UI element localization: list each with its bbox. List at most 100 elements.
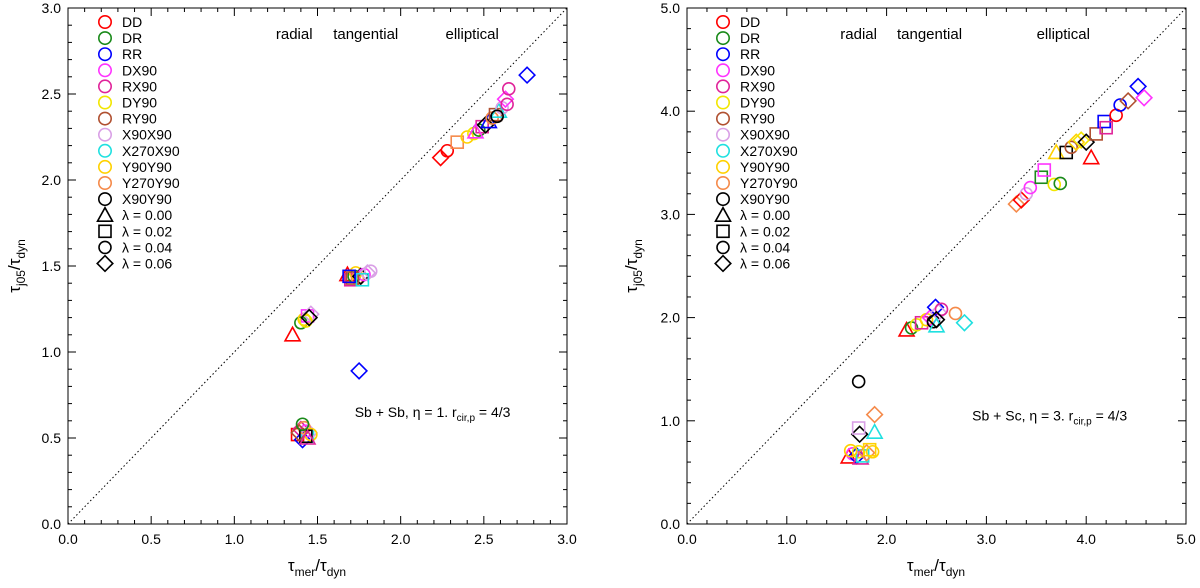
right-legend-label-lambda-1: λ = 0.02 <box>740 223 790 239</box>
right-y-tick-label: 3.0 <box>661 206 681 222</box>
left-legend-marker-y270y90 <box>98 176 113 191</box>
right-legend-label-dy90: DY90 <box>740 95 775 111</box>
right-legend-label-ry90: RY90 <box>740 111 775 127</box>
left-legend-marker-circle <box>98 240 112 255</box>
left-xlabel-rest: /τ <box>315 556 327 575</box>
left-legend-marker-dx90 <box>98 63 113 78</box>
left-y-tick-label: 2.0 <box>42 172 62 188</box>
right-ylabel-sub2: dyn <box>631 239 645 258</box>
right-legend-label-lambda-3: λ = 0.06 <box>740 256 790 272</box>
left-point-rx90-triangle <box>298 428 317 445</box>
left-y-tick-label: 1.0 <box>42 344 62 360</box>
right-x-tick-label: 1.0 <box>777 531 797 547</box>
left-point-rr-square <box>342 269 356 284</box>
left-point-x90x90-diamond <box>301 305 320 324</box>
right-region-tangential: tangential <box>897 26 962 43</box>
right-point-y270y90-diamond <box>1007 195 1026 214</box>
left-legend: DDDRRRDX90RX90DY90RY90X90X90X270X90Y90Y9… <box>96 14 180 273</box>
right-legend-label-dx90: DX90 <box>740 62 775 78</box>
right-annotation-prefix: Sb + Sc, η = 3. r <box>972 408 1074 424</box>
right-legend-marker-dy90 <box>715 95 730 110</box>
right-annotation: Sb + Sc, η = 3. rcir,p = 4/3 <box>972 408 1127 428</box>
right-ylabel-main: τ <box>622 286 641 293</box>
left-legend-marker-rx90 <box>98 79 113 94</box>
left-x-tick-label: 1.5 <box>308 531 328 547</box>
right-point-x90x90-square <box>851 421 866 435</box>
left-legend-label-y90y90: Y90Y90 <box>122 159 172 175</box>
left-xlabel-main: τ <box>288 556 295 575</box>
right-annotation-sub: cir,p <box>1073 417 1092 428</box>
right-xlabel-sub: mer <box>914 565 935 579</box>
right-point-rx90-circle <box>934 302 949 317</box>
right-legend-marker-dd <box>715 15 730 29</box>
left-y-tick-label: 3.0 <box>42 0 62 16</box>
right-point-ry90-circle <box>1064 140 1079 155</box>
right-y-tick-label: 1.0 <box>661 413 681 429</box>
right-point-x270x90-diamond <box>955 313 974 332</box>
right-point-dy90-circle <box>851 444 866 459</box>
left-legend-marker-square <box>98 224 112 239</box>
left-legend-label-lambda-3: λ = 0.06 <box>122 256 172 272</box>
right-legend-marker-triangle <box>714 206 732 222</box>
right-legend-label-rr: RR <box>740 46 760 62</box>
right-x-tick-label: 0.0 <box>677 531 697 547</box>
left-legend-label-x90y90: X90Y90 <box>122 191 172 207</box>
left-data-points <box>283 66 537 449</box>
left-point-rr-diamond <box>350 361 369 380</box>
left-y-tick-label: 0.0 <box>42 516 62 532</box>
left-point-x90x90-circle <box>363 264 378 278</box>
right-point-y270y90-circle <box>948 306 963 321</box>
left-point-dx90-diamond <box>496 90 515 109</box>
right-legend-label-dd: DD <box>740 14 760 30</box>
right-legend-marker-dr <box>715 31 730 46</box>
left-y-axis-label: τj05/τdyn <box>5 239 28 293</box>
right-region-radial: radial <box>840 26 877 43</box>
left-legend-label-x270x90: X270X90 <box>122 143 180 159</box>
left-legend-marker-dr <box>98 31 113 46</box>
right-x-axis-label: τmer/τdyn <box>907 556 965 579</box>
left-legend-label-rx90: RX90 <box>122 78 157 94</box>
right-legend-marker-circle <box>716 240 730 255</box>
right-point-dx90-circle <box>1023 180 1038 195</box>
left-y-tick-label: 2.5 <box>42 86 62 102</box>
right-point-rx90-square <box>1099 120 1113 135</box>
right-y-tick-label: 5.0 <box>661 0 681 16</box>
left-x-tick-label: 2.5 <box>474 531 494 547</box>
left-point-dd-circle <box>440 143 455 158</box>
left-xlabel-sub: mer <box>295 565 316 579</box>
left-point-dy90-circle <box>299 314 313 328</box>
left-point-x90y90-circle <box>490 109 504 124</box>
left-annotation-prefix: Sb + Sb, η = 1. r <box>355 404 457 420</box>
left-region-tangential: tangential <box>333 26 398 43</box>
right-point-dd-diamond <box>1012 191 1031 209</box>
right-legend-marker-x90x90 <box>715 127 730 142</box>
left-legend-marker-x270x90 <box>98 143 113 158</box>
left-point-rx90-circle <box>500 97 514 112</box>
left-legend-marker-rr <box>98 47 113 62</box>
right-legend-marker-y270y90 <box>715 176 730 191</box>
left-legend-label-dr: DR <box>122 30 142 46</box>
right-legend-marker-rx90 <box>715 79 730 94</box>
right-point-rr-diamond <box>1129 77 1148 96</box>
left-point-x90y90-square <box>299 429 313 444</box>
right-legend-marker-diamond <box>714 254 732 273</box>
left-point-rr-diamond <box>518 66 537 85</box>
left-legend-label-dy90: DY90 <box>122 95 157 111</box>
left-legend-label-dx90: DX90 <box>122 62 157 78</box>
left-legend-label-lambda-1: λ = 0.02 <box>122 223 172 239</box>
right-point-y90y90-circle <box>919 312 934 327</box>
left-region-elliptical: elliptical <box>446 26 499 43</box>
right-legend-label-y90y90: Y90Y90 <box>740 159 790 175</box>
right-point-y90y90-circle <box>843 443 858 458</box>
right-x-tick-label: 2.0 <box>877 531 897 547</box>
left-y-tick-label: 1.5 <box>42 258 62 274</box>
left-xlabel-sub2: dyn <box>327 565 346 579</box>
right-data-points <box>839 77 1154 465</box>
right-legend-marker-y90y90 <box>715 159 730 174</box>
right-legend-label-dr: DR <box>740 30 760 46</box>
left-point-dd-diamond <box>431 148 450 167</box>
right-region-elliptical: elliptical <box>1037 26 1090 43</box>
left-point-dx90-triangle <box>466 122 485 139</box>
right-point-x90y90-circle <box>851 374 866 389</box>
right-point-dd-triangle <box>897 320 916 337</box>
